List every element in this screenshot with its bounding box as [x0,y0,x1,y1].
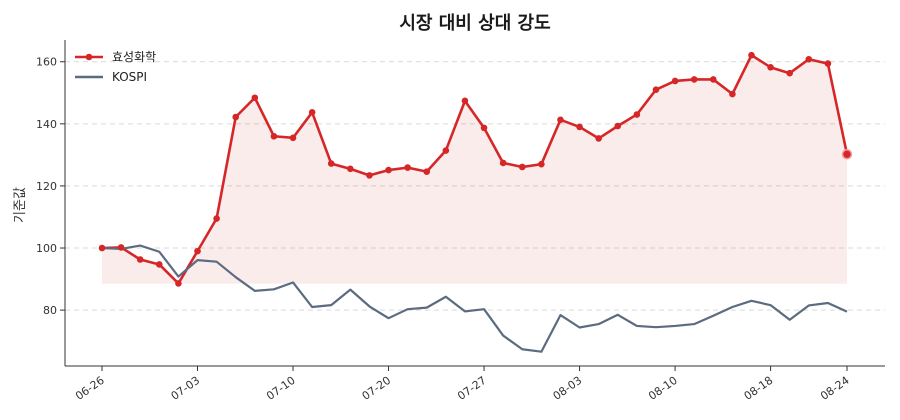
y-tick-label: 100 [36,242,57,255]
data-point [614,122,622,130]
data-point [213,215,220,222]
data-point [347,165,354,173]
data-point [538,160,545,168]
data-point [175,280,182,287]
data-point [652,86,660,93]
data-point [98,244,106,252]
series-fill-area [102,55,847,284]
data-point [518,163,526,171]
data-point [671,77,679,85]
y-tick-label: 160 [36,56,57,69]
legend: 효성화학 KOSPI [75,50,156,84]
data-point [576,123,583,131]
data-point [289,134,297,142]
y-tick-label: 120 [36,180,57,193]
fill-area-layer [102,55,847,284]
data-point [366,172,373,179]
data-point [499,159,507,167]
series-line-primary [101,53,849,285]
x-tick-label: 08-03 [551,374,585,403]
x-tick-label: 08-10 [646,374,680,403]
data-point [805,55,813,63]
x-tick-label: 07-20 [360,374,394,403]
data-point [136,256,144,263]
x-tick-label: 06-26 [73,374,107,403]
x-tick-label: 07-10 [264,374,298,403]
chart-title: 시장 대비 상대 강도 [399,13,550,34]
legend-label: 효성화학 [112,50,156,64]
data-point [595,135,602,142]
x-tick-label: 07-03 [169,374,203,403]
data-point [786,69,793,77]
data-point [232,113,240,121]
data-point [729,90,736,98]
data-point [824,60,832,67]
data-point [709,76,717,83]
y-ticks: 80 100 120 140 160 [36,56,65,317]
data-point [442,147,450,154]
markers-layer [98,51,853,287]
data-point [327,160,335,167]
data-point [194,247,201,255]
legend-label: KOSPI [112,70,147,84]
data-point [117,244,125,251]
data-point [270,132,278,140]
data-point [385,166,392,174]
x-tick-label: 08-18 [742,374,776,403]
series-line-benchmark [101,244,848,353]
data-point [690,76,698,83]
data-point [404,164,411,171]
series-lines-layer [101,53,849,353]
x-ticks: 06-26 07-03 07-10 07-20 07-27 08-03 08-10 08-18… [73,366,852,403]
x-tick-label: 08-24 [818,374,852,403]
data-point [841,149,853,160]
data-point [251,94,259,102]
data-point [480,124,488,132]
y-tick-label: 140 [36,118,57,131]
data-point [633,111,641,118]
y-tick-label: 80 [43,304,57,317]
data-point [156,261,163,268]
data-point [748,51,755,59]
data-point [423,168,431,175]
legend-marker [85,53,93,61]
data-point [557,116,564,124]
x-tick-label: 07-27 [455,374,489,403]
data-point [308,109,316,116]
data-point [767,64,774,71]
y-axis-label: 기준값 [13,187,28,223]
data-point [461,97,469,105]
